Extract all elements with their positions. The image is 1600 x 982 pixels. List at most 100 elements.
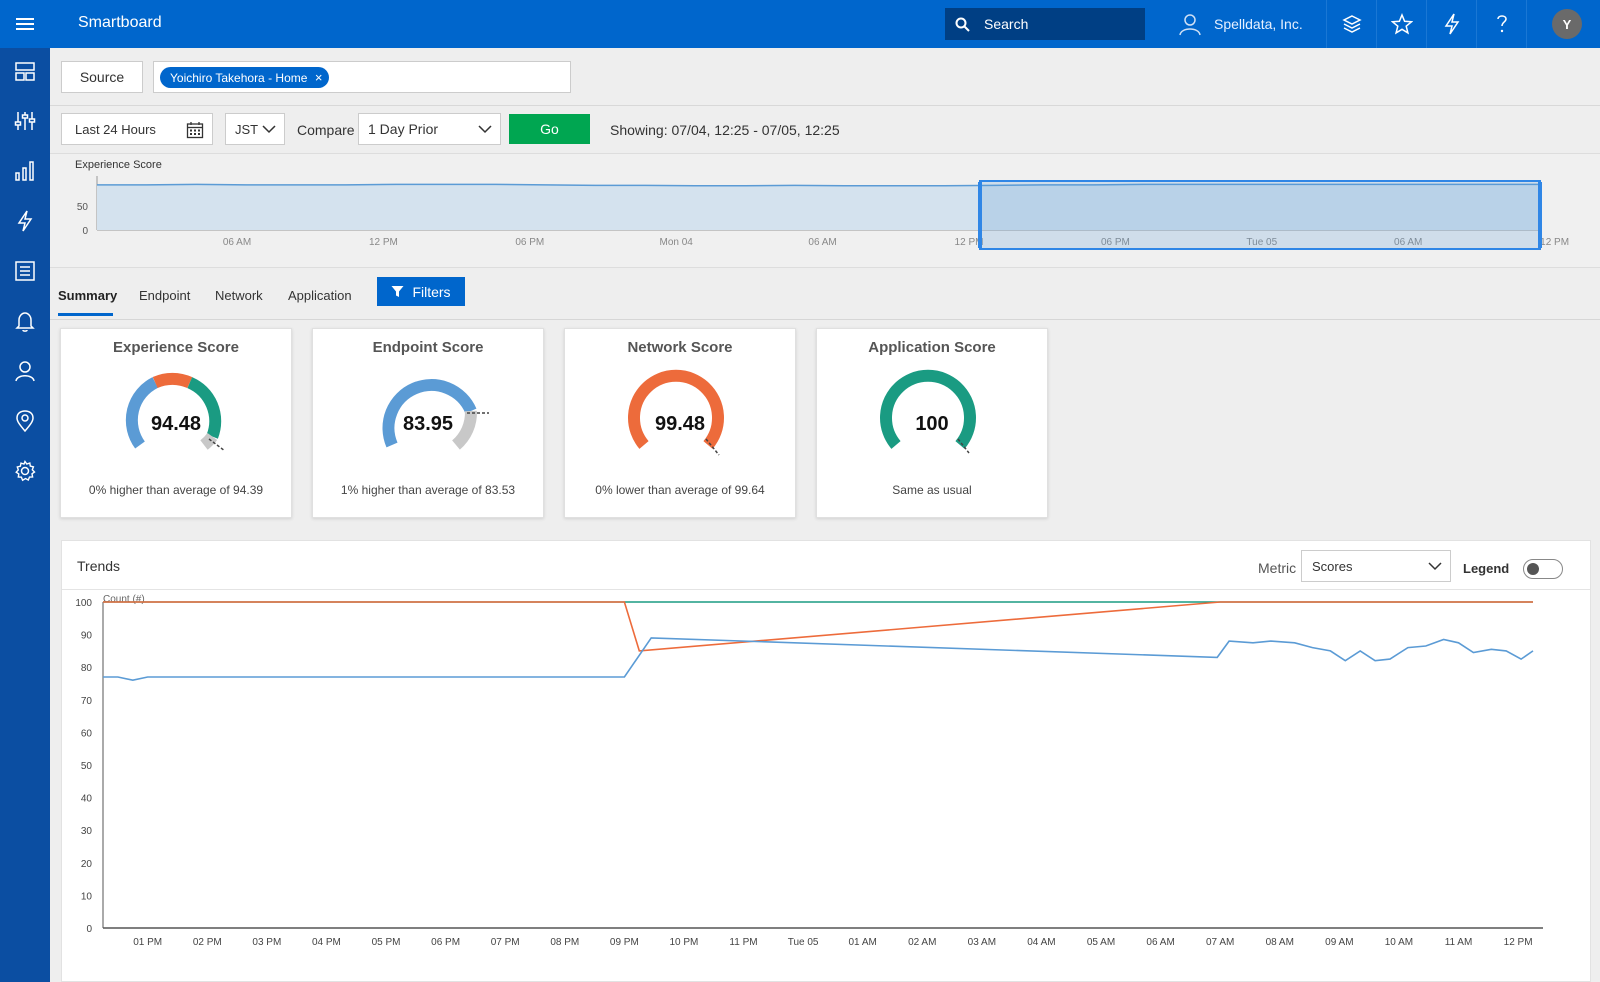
endpoint-gauge xyxy=(382,379,489,450)
chevron-down-icon xyxy=(478,125,492,134)
metric-select[interactable]: Scores xyxy=(1301,550,1451,582)
list-icon[interactable] xyxy=(0,251,50,291)
gear-icon[interactable] xyxy=(0,451,50,491)
filter-icon xyxy=(391,286,404,297)
lightning-nav-icon[interactable] xyxy=(0,201,50,241)
dashboard-icon[interactable] xyxy=(0,51,50,91)
avatar[interactable]: Y xyxy=(1552,9,1582,39)
metric-label: Metric xyxy=(1258,560,1297,576)
location-pin-icon[interactable] xyxy=(0,401,50,441)
x-tick-label: 01 AM xyxy=(849,937,877,948)
y-tick-label: 20 xyxy=(81,859,93,870)
compare-value: 1 Day Prior xyxy=(368,121,439,137)
chevron-down-icon xyxy=(262,125,276,134)
source-chip: Yoichiro Takehora - Home × xyxy=(160,67,330,88)
card-subtitle: 0% lower than average of 99.64 xyxy=(595,483,765,497)
legend-toggle[interactable] xyxy=(1523,559,1563,579)
brush-handle-left xyxy=(978,182,982,248)
y-tick-label: 100 xyxy=(75,598,92,609)
overview-x-tick: 06 PM xyxy=(1101,237,1130,248)
card-subtitle: 0% higher than average of 94.39 xyxy=(88,483,264,497)
search-icon xyxy=(955,17,970,32)
close-icon[interactable]: × xyxy=(314,70,323,85)
person-icon[interactable] xyxy=(0,351,50,391)
card-title: Experience Score xyxy=(113,339,239,356)
active-tab-indicator xyxy=(58,313,113,316)
x-tick-label: 12 PM xyxy=(1504,937,1533,948)
x-tick-label: 03 PM xyxy=(252,937,281,948)
x-tick-label: 04 PM xyxy=(312,937,341,948)
app-title: Smartboard xyxy=(78,14,162,31)
x-tick-label: 04 AM xyxy=(1027,937,1055,948)
search-label: Search xyxy=(984,16,1029,32)
x-tick-label: 05 PM xyxy=(372,937,401,948)
overview-x-tick: 06 AM xyxy=(1394,237,1422,248)
y-tick-label: 0 xyxy=(86,924,92,935)
x-tick-label: 01 PM xyxy=(133,937,162,948)
network-series-line xyxy=(103,601,1533,652)
overview-y-tick: 50 xyxy=(77,202,89,213)
divider xyxy=(62,589,1590,590)
lightning-icon[interactable] xyxy=(1426,0,1476,48)
card-title: Network Score xyxy=(627,339,733,356)
sliders-icon[interactable] xyxy=(0,101,50,141)
overview-x-tick: 06 AM xyxy=(223,237,251,248)
experience-score-card[interactable]: Experience Score 94.48 0% higher than av… xyxy=(60,328,292,518)
overview-x-tick: 12 PM xyxy=(369,237,398,248)
toggle-knob xyxy=(1527,563,1539,575)
org-selector[interactable]: Spelldata, Inc. xyxy=(1178,0,1326,48)
tab-summary[interactable]: Summary xyxy=(58,288,118,303)
tab-endpoint[interactable]: Endpoint xyxy=(139,288,191,303)
compare-label: Compare xyxy=(297,122,355,138)
source-button[interactable]: Source xyxy=(61,61,143,93)
timezone-select[interactable]: JST xyxy=(225,113,285,145)
hamburger-menu-icon[interactable] xyxy=(0,0,50,48)
overview-x-tick: 12 PM xyxy=(955,237,984,248)
application-gauge xyxy=(880,369,976,454)
x-tick-label: 07 PM xyxy=(491,937,520,948)
tab-network[interactable]: Network xyxy=(215,288,263,303)
search-box[interactable]: Search xyxy=(945,8,1145,40)
star-icon[interactable] xyxy=(1376,0,1426,48)
card-score-value: 94.48 xyxy=(150,413,202,435)
x-tick-label: 10 PM xyxy=(669,937,698,948)
layers-icon[interactable] xyxy=(1326,0,1376,48)
bar-chart-icon[interactable] xyxy=(0,151,50,191)
compare-select[interactable]: 1 Day Prior xyxy=(358,113,501,145)
x-tick-label: 11 PM xyxy=(729,937,757,948)
metric-value: Scores xyxy=(1312,558,1353,574)
y-tick-label: 90 xyxy=(81,631,93,642)
overview-x-tick: Tue 05 xyxy=(1246,237,1277,248)
divider xyxy=(50,105,1600,106)
help-icon[interactable] xyxy=(1476,0,1526,48)
showing-range-text: Showing: 07/04, 12:25 - 07/05, 12:25 xyxy=(610,122,840,138)
filters-label: Filters xyxy=(412,283,451,300)
time-range-picker[interactable]: Last 24 Hours xyxy=(61,113,213,145)
overview-title: Experience Score xyxy=(75,159,162,171)
go-button[interactable]: Go xyxy=(509,114,590,144)
brush-handle-right xyxy=(1538,182,1542,248)
legend-label: Legend xyxy=(1463,561,1510,576)
sidebar xyxy=(0,48,50,982)
endpoint-series-line xyxy=(103,637,1534,682)
filters-button[interactable]: Filters xyxy=(377,277,465,306)
selection-brush xyxy=(979,180,1541,250)
card-title: Endpoint Score xyxy=(372,339,484,356)
source-chip-input[interactable]: Yoichiro Takehora - Home × xyxy=(153,61,571,93)
y-tick-label: 50 xyxy=(81,761,93,772)
bell-icon[interactable] xyxy=(0,301,50,341)
user-icon xyxy=(1179,14,1201,36)
tab-bar: Summary Endpoint Network Application xyxy=(50,268,1600,320)
y-tick-label: 30 xyxy=(81,826,93,837)
calendar-icon xyxy=(186,122,204,139)
overview-chart[interactable]: Experience Score 50 0 06 AM 12 PM 06 PM Mon 04… xyxy=(50,154,1600,269)
chevron-down-icon xyxy=(1428,562,1442,571)
network-score-card[interactable]: Network Score 99.48 0% lower than averag… xyxy=(564,328,796,518)
card-score-value: 100 xyxy=(915,413,949,435)
y-tick-label: 40 xyxy=(81,794,93,805)
application-score-card[interactable]: Application Score 100 Same as usual xyxy=(816,328,1048,518)
tab-application[interactable]: Application xyxy=(288,288,352,303)
timezone-value: JST xyxy=(235,121,259,137)
endpoint-score-card[interactable]: Endpoint Score 83.95 1% higher than aver… xyxy=(312,328,544,518)
